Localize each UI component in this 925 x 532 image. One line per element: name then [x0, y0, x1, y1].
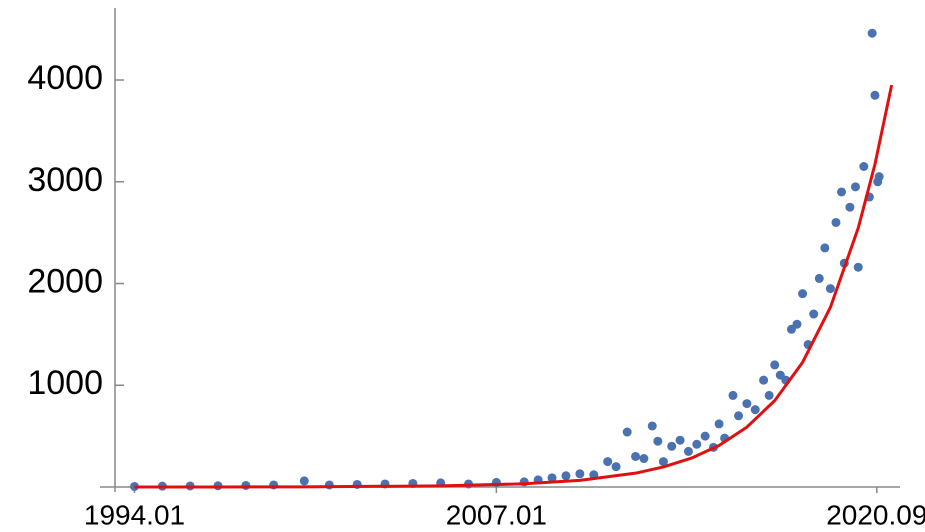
data-point — [825, 284, 835, 294]
data-point — [639, 454, 649, 464]
data-point — [561, 471, 571, 481]
data-point — [814, 273, 824, 283]
data-point — [770, 360, 780, 370]
data-point — [759, 375, 769, 385]
data-point — [850, 182, 860, 192]
data-point — [874, 172, 884, 182]
data-point — [653, 436, 663, 446]
data-point — [734, 411, 744, 421]
data-point — [675, 435, 685, 445]
data-point — [845, 202, 855, 212]
data-point — [837, 187, 847, 197]
data-point — [742, 399, 752, 409]
y-tick-label: 3000 — [27, 161, 103, 199]
data-point — [667, 441, 677, 451]
data-point — [547, 473, 557, 483]
x-tick-label: 2020.09 — [826, 499, 925, 530]
data-point — [792, 319, 802, 329]
data-point — [700, 431, 710, 441]
data-point — [611, 462, 621, 472]
data-point — [603, 457, 613, 467]
data-point — [129, 481, 139, 491]
y-tick-label: 4000 — [27, 59, 103, 97]
data-point — [299, 476, 309, 486]
data-point — [622, 427, 632, 437]
data-point — [867, 28, 877, 38]
data-point — [820, 243, 830, 253]
data-point — [853, 262, 863, 272]
data-point — [647, 421, 657, 431]
y-tick-label: 2000 — [27, 262, 103, 300]
data-point — [831, 217, 841, 227]
data-point — [764, 390, 774, 400]
y-tick-label: 1000 — [27, 364, 103, 402]
x-tick-label: 2007.01 — [446, 499, 547, 530]
fit-line — [134, 84, 894, 489]
data-point — [859, 162, 869, 172]
data-point — [631, 451, 641, 461]
data-point — [728, 390, 738, 400]
data-point — [658, 457, 668, 467]
data-point — [575, 469, 585, 479]
data-point — [798, 289, 808, 299]
data-point — [809, 309, 819, 319]
data-point — [750, 405, 760, 415]
data-point — [714, 419, 724, 429]
data-point — [683, 446, 693, 456]
data-point — [870, 90, 880, 100]
data-point — [692, 439, 702, 449]
x-tick-label: 1994.01 — [84, 499, 185, 530]
